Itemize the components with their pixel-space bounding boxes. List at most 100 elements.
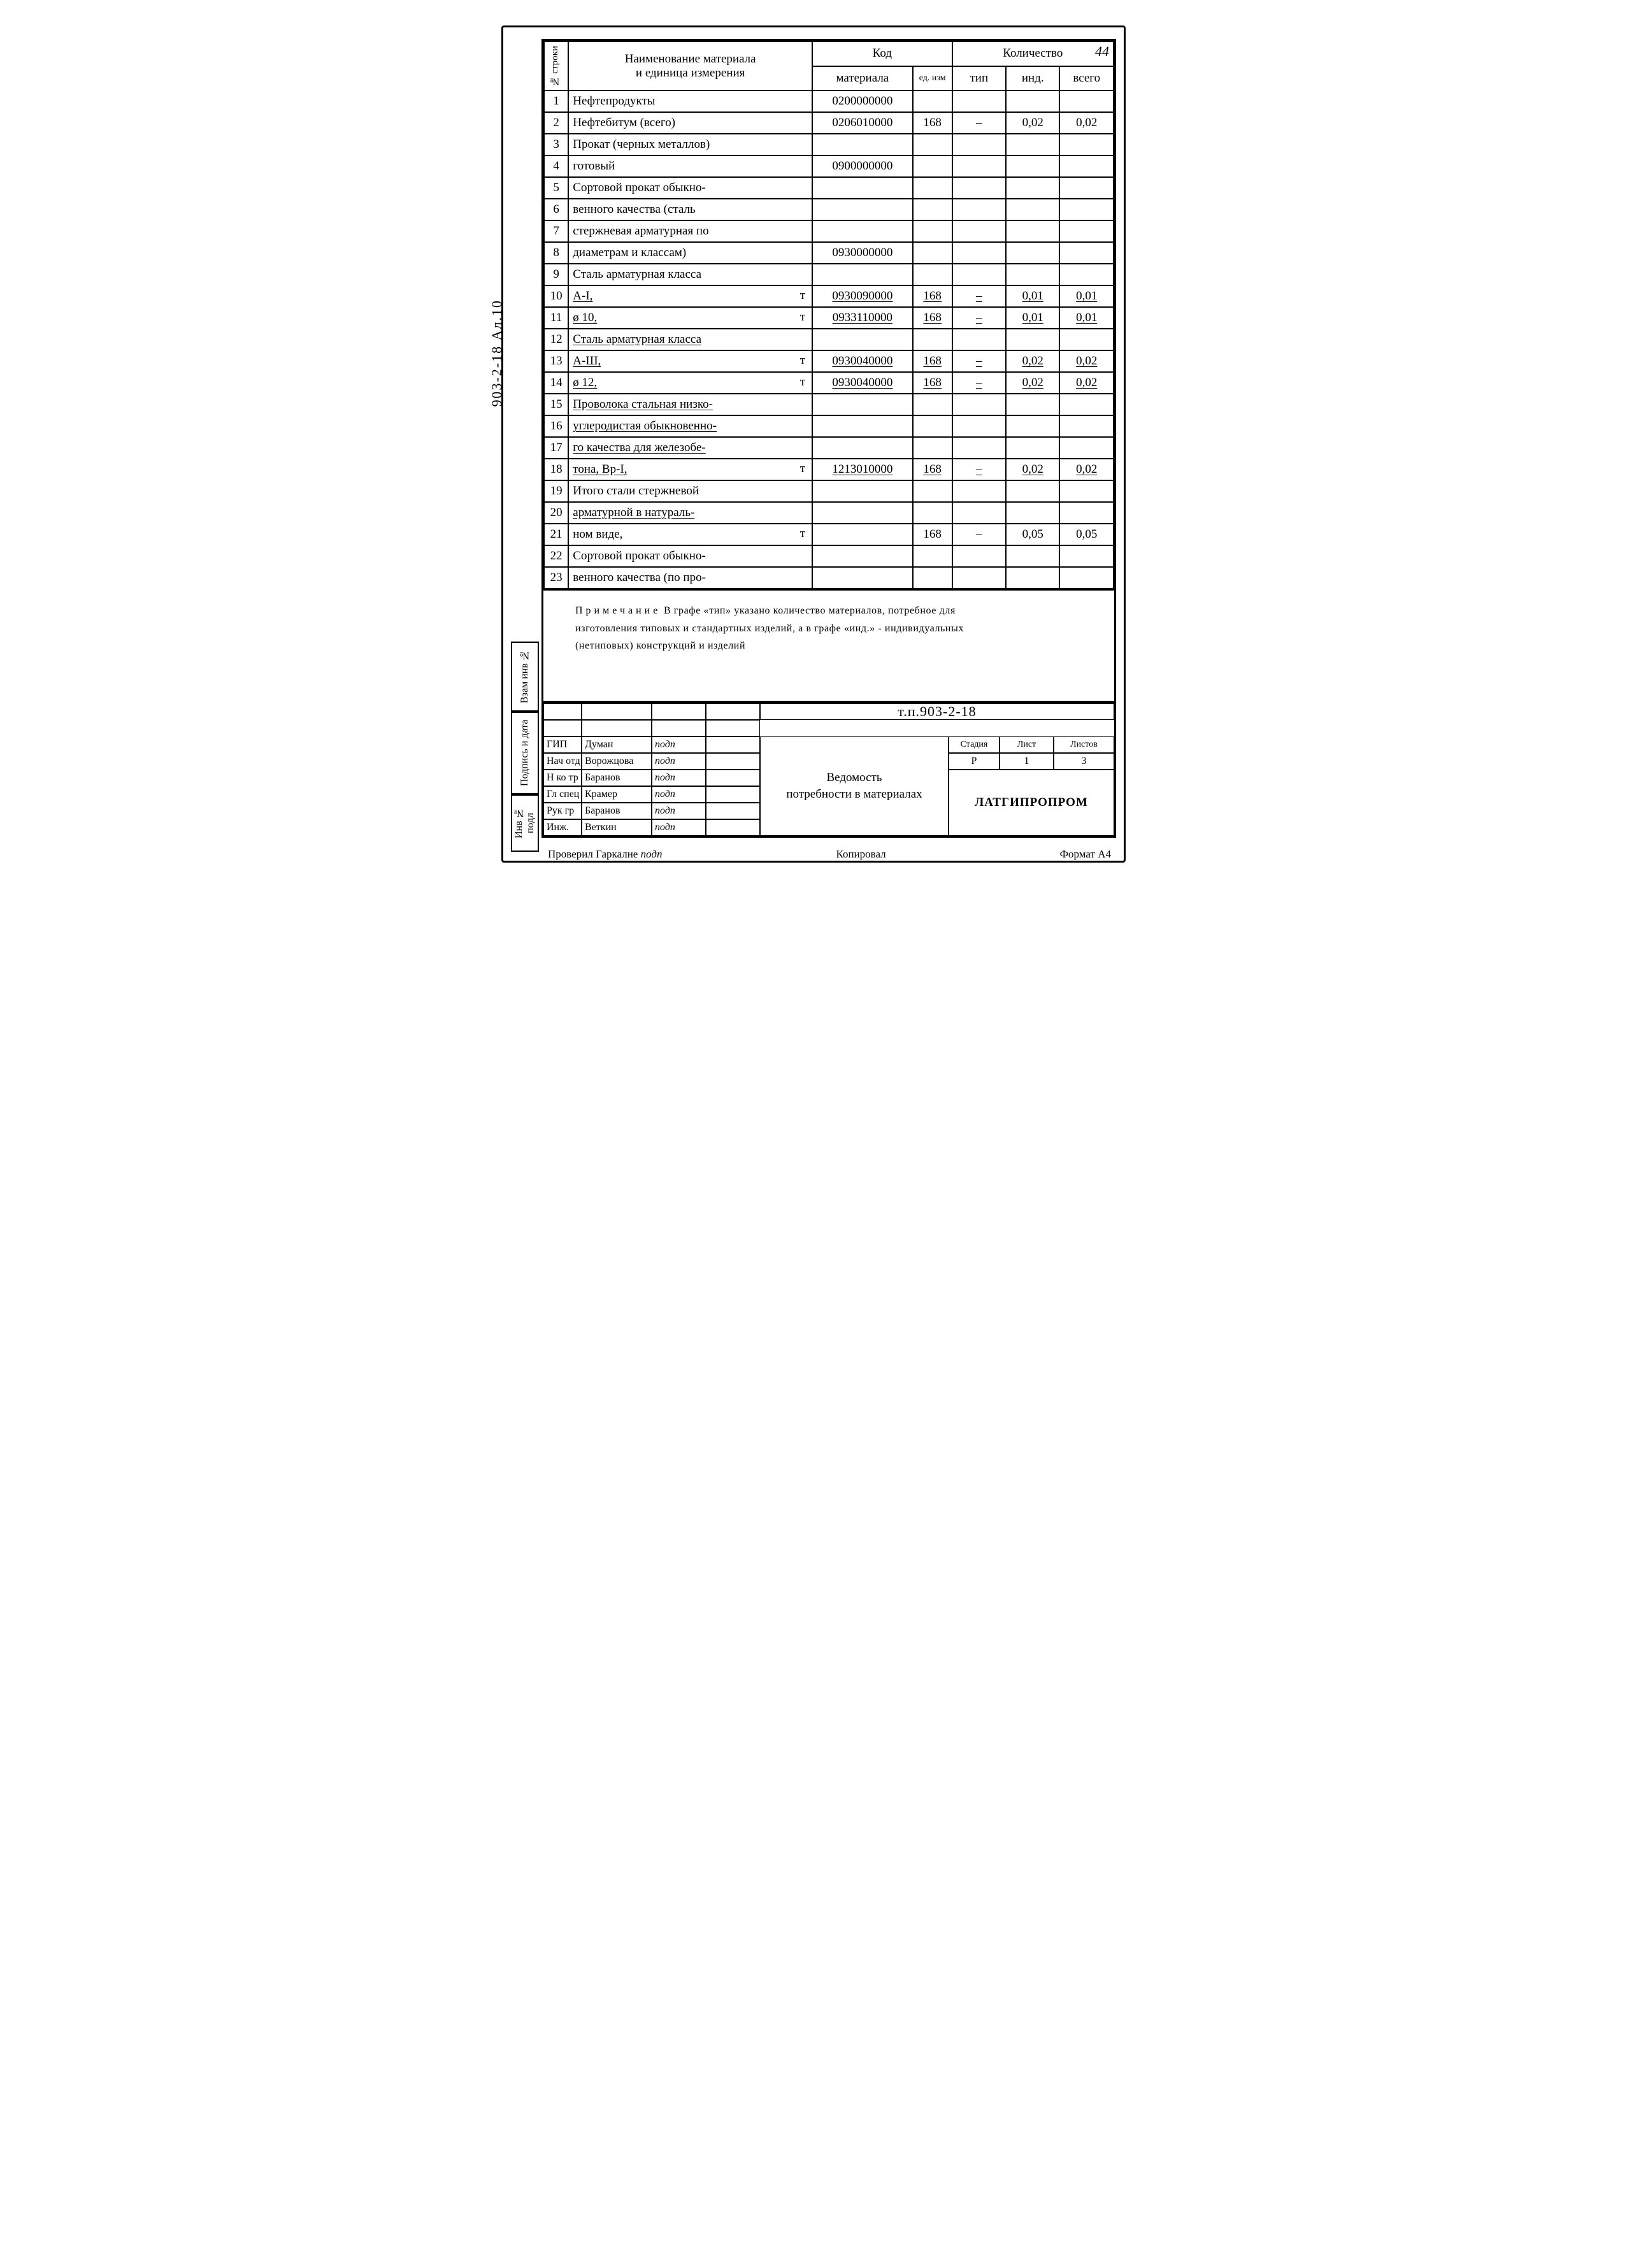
table-row: 19Итого стали стержневой [544, 480, 1114, 502]
note-line3: (нетиповых) конструкций и изделий [575, 640, 745, 651]
tb-stage_v: Р [949, 753, 1000, 770]
cell-total [1059, 264, 1114, 285]
cell-total [1059, 220, 1114, 242]
header-qty-group: Количество 44 [952, 41, 1114, 66]
cell-tip: – [952, 350, 1006, 372]
cell-tip: – [952, 524, 1006, 545]
note-line2: изготовления типовых и стандартных издел… [575, 623, 964, 634]
cell-tip [952, 394, 1006, 415]
cell-ind [1006, 220, 1059, 242]
table-row: 1Нефтепродукты0200000000 [544, 90, 1114, 112]
cell-name: Сортовой прокат обыкно- [568, 545, 812, 567]
tb-header-cell [706, 720, 760, 736]
table-row: 9Сталь арматурная класса [544, 264, 1114, 285]
cell-total [1059, 437, 1114, 459]
cell-code [812, 437, 913, 459]
cell-rownum: 7 [544, 220, 568, 242]
header-name: Наименование материала и единица измерен… [568, 41, 812, 90]
table-row: 15Проволока стальная низко- [544, 394, 1114, 415]
cell-total: 0,02 [1059, 372, 1114, 394]
cell-code: 0930040000 [812, 372, 913, 394]
table-body: 1Нефтепродукты02000000002Нефтебитум (все… [544, 90, 1114, 589]
cell-tip [952, 545, 1006, 567]
cell-rownum: 11 [544, 307, 568, 329]
table-row: 22Сортовой прокат обыкно- [544, 545, 1114, 567]
cell-code [812, 134, 913, 155]
header-qty-ind: инд. [1006, 66, 1059, 91]
document-sheet: 903-2-18 Ал.10 Взам инв № Подпись и дата… [501, 25, 1126, 863]
cell-code: 0930090000 [812, 285, 913, 307]
cell-code [812, 502, 913, 524]
cell-unit [913, 220, 952, 242]
cell-ind: 0,01 [1006, 285, 1059, 307]
tb-date [706, 786, 760, 803]
cell-total: 0,05 [1059, 524, 1114, 545]
cell-ind [1006, 242, 1059, 264]
cell-name: Сталь арматурная класса [568, 329, 812, 350]
tb-role: Нач отд [543, 753, 582, 770]
revision-sidebar: Взам инв № Подпись и дата Инв № подл [511, 642, 539, 852]
cell-name: Нефтебитум (всего) [568, 112, 812, 134]
tb-sheet_h: Лист [1000, 736, 1054, 753]
page-number: 44 [1095, 43, 1109, 60]
table-row: 12Сталь арматурная класса [544, 329, 1114, 350]
cell-unit [913, 264, 952, 285]
tb-doc-title: Ведомостьпотребности в материалах [760, 736, 949, 836]
cell-unit: 168 [913, 524, 952, 545]
cell-name: ø 12,т [568, 372, 812, 394]
cell-total: 0,02 [1059, 459, 1114, 480]
inner-frame: № строки Наименование материала и единиц… [541, 39, 1116, 838]
cell-name: венного качества (сталь [568, 199, 812, 220]
tb-sig: подп [652, 803, 706, 819]
cell-ind: 0,02 [1006, 459, 1059, 480]
cell-tip [952, 437, 1006, 459]
cell-unit: 168 [913, 372, 952, 394]
cell-code: 1213010000 [812, 459, 913, 480]
cell-name: стержневая арматурная по [568, 220, 812, 242]
header-code-unit: ед. изм [913, 66, 952, 91]
cell-tip [952, 415, 1006, 437]
cell-rownum: 10 [544, 285, 568, 307]
cell-code: 0930040000 [812, 350, 913, 372]
cell-rownum: 6 [544, 199, 568, 220]
tb-name: Ворожцова [582, 753, 652, 770]
cell-tip [952, 155, 1006, 177]
tb-name: Баранов [582, 770, 652, 786]
side-tab-inv: Взам инв № [511, 642, 539, 712]
tb-date [706, 753, 760, 770]
cell-total [1059, 199, 1114, 220]
cell-unit [913, 177, 952, 199]
cell-rownum: 8 [544, 242, 568, 264]
cell-unit [913, 480, 952, 502]
header-code-material: материала [812, 66, 913, 91]
header-rownum: № строки [544, 41, 568, 90]
footer-checked-by: Проверил Гаркалне подп [548, 848, 663, 861]
cell-rownum: 17 [544, 437, 568, 459]
tb-sheet_v: 1 [1000, 753, 1054, 770]
tb-role: Гл спец [543, 786, 582, 803]
cell-ind [1006, 567, 1059, 589]
cell-unit [913, 329, 952, 350]
cell-total [1059, 502, 1114, 524]
table-row: 16углеродистая обыкновенно- [544, 415, 1114, 437]
cell-total: 0,01 [1059, 307, 1114, 329]
cell-unit: 168 [913, 459, 952, 480]
cell-unit [913, 134, 952, 155]
cell-tip: – [952, 307, 1006, 329]
cell-total [1059, 90, 1114, 112]
cell-tip [952, 502, 1006, 524]
cell-code [812, 415, 913, 437]
cell-tip [952, 90, 1006, 112]
cell-rownum: 20 [544, 502, 568, 524]
tb-header-cell [582, 720, 652, 736]
cell-unit [913, 199, 952, 220]
cell-code [812, 567, 913, 589]
table-row: 8диаметрам и классам)0930000000 [544, 242, 1114, 264]
note-line1: В графе «тип» указано количество материа… [664, 605, 956, 616]
tb-header-cell [543, 720, 582, 736]
header-qty-tip: тип [952, 66, 1006, 91]
table-row: 3Прокат (черных металлов) [544, 134, 1114, 155]
cell-ind [1006, 415, 1059, 437]
cell-code: 0933110000 [812, 307, 913, 329]
cell-name: диаметрам и классам) [568, 242, 812, 264]
